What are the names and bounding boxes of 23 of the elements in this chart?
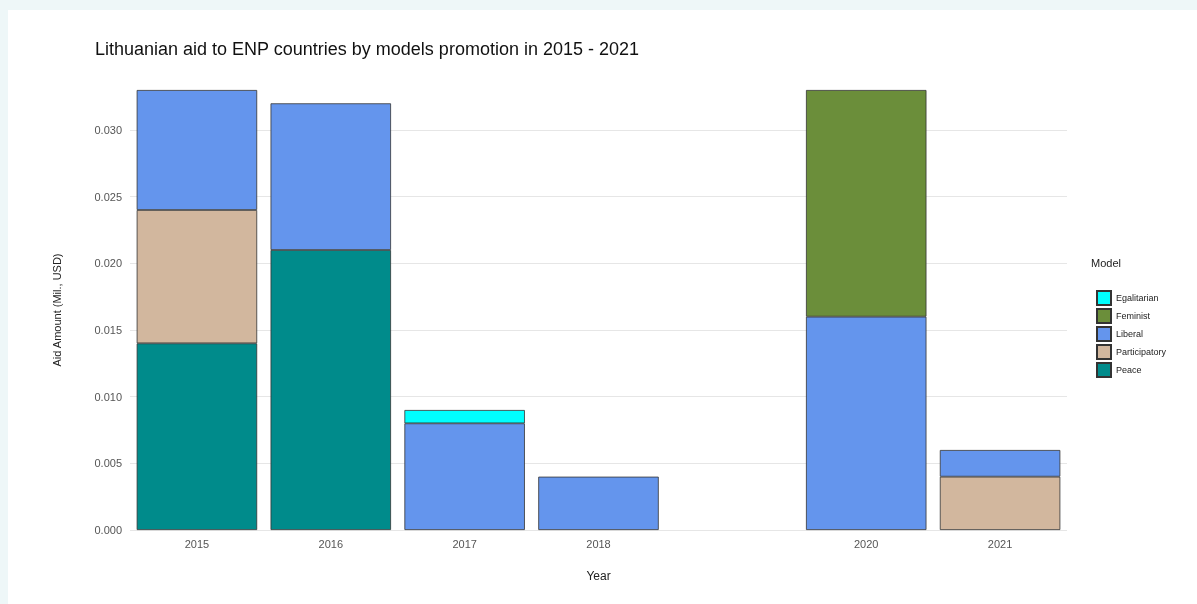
y-tick-label: 0.000 <box>94 524 122 536</box>
y-tick-label: 0.015 <box>94 324 122 336</box>
x-tick-label: 2021 <box>987 537 1013 550</box>
legend-label: Egalitarian <box>1116 293 1159 303</box>
chart-title: Lithuanian aid to ENP countries by models promotion in 2015 - 2021 <box>95 39 640 59</box>
x-tick-label: 2020 <box>853 537 879 550</box>
x-tick-label: 2018 <box>586 537 611 550</box>
legend-label: Feminist <box>1116 311 1151 321</box>
y-tick-label: 0.010 <box>94 390 122 403</box>
x-axis-title: Year <box>586 569 611 583</box>
y-axis-title: Aid Amount (Mil., USD) <box>50 253 63 367</box>
x-tick-label: 2017 <box>452 537 477 550</box>
x-tick-label: 2016 <box>318 537 344 550</box>
bar <box>538 476 659 530</box>
y-tick-label: 0.025 <box>94 190 122 203</box>
legend-label: Peace <box>1116 365 1142 375</box>
legend-title: Model <box>1091 256 1121 269</box>
y-tick-label: 0.020 <box>94 257 122 270</box>
x-tick-label: 2015 <box>184 537 210 550</box>
y-tick-label: 0.005 <box>94 457 122 470</box>
legend-label: Participatory <box>1116 347 1167 357</box>
y-tick-label: 0.030 <box>94 124 122 136</box>
legend-label: Liberal <box>1116 329 1144 339</box>
